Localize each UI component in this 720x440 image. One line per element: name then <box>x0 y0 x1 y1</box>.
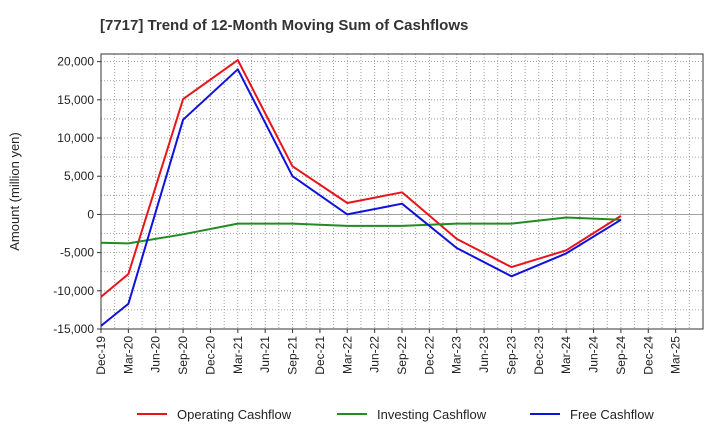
x-tick-label: Dec-20 <box>203 336 217 375</box>
x-tick-label: Dec-22 <box>422 336 436 375</box>
x-tick-label: Sep-22 <box>395 336 409 375</box>
legend-label: Free Cashflow <box>570 407 654 422</box>
x-tick-label: Jun-21 <box>258 336 272 373</box>
x-tick-label: Jun-20 <box>149 336 163 373</box>
grid <box>101 54 703 329</box>
x-tick-label: Mar-20 <box>121 336 135 374</box>
x-tick-label: Dec-24 <box>641 336 655 375</box>
x-tick-label: Jun-24 <box>587 336 601 373</box>
x-tick-label: Mar-25 <box>669 336 683 374</box>
legend: Operating Cashflow Investing Cashflow Free… <box>137 407 654 422</box>
y-tick-label: 5,000 <box>64 169 94 183</box>
y-tick-label: -10,000 <box>53 284 94 298</box>
y-tick-label: 0 <box>87 207 94 221</box>
x-tick-label: Sep-23 <box>504 336 518 375</box>
x-tick-label: Jun-22 <box>368 336 382 373</box>
x-tick-label: Dec-19 <box>94 336 108 375</box>
y-tick-label: 20,000 <box>57 55 94 69</box>
y-axis-ticks: 20,000 15,000 10,000 5,000 0 -5,000 -10,000 -15… <box>53 55 101 336</box>
x-tick-label: Mar-24 <box>559 336 573 374</box>
x-tick-label: Sep-24 <box>614 336 628 375</box>
y-axis-label: Amount (million yen) <box>7 132 22 251</box>
x-tick-label: Dec-21 <box>313 336 327 375</box>
legend-label: Operating Cashflow <box>177 407 292 422</box>
x-tick-label: Mar-22 <box>340 336 354 374</box>
series-lines <box>100 59 622 327</box>
y-tick-label: 15,000 <box>57 93 94 107</box>
x-tick-label: Sep-21 <box>286 336 300 375</box>
x-tick-label: Jun-23 <box>477 336 491 373</box>
chart-title: [7717] Trend of 12-Month Moving Sum of C… <box>100 17 468 34</box>
x-axis-ticks: Dec-19 Mar-20 Jun-20 Sep-20 Dec-20 Mar-21 Jun-… <box>94 329 683 375</box>
y-tick-label: -5,000 <box>60 246 94 260</box>
y-tick-label: 10,000 <box>57 131 94 145</box>
investing-cashflow-line <box>100 216 621 245</box>
x-tick-label: Dec-23 <box>532 336 546 375</box>
legend-label: Investing Cashflow <box>377 407 487 422</box>
x-tick-label: Mar-21 <box>231 336 245 374</box>
free-cashflow-line <box>100 68 622 327</box>
x-tick-label: Mar-23 <box>450 336 464 374</box>
y-tick-label: -15,000 <box>53 322 94 336</box>
operating-cashflow-line <box>100 59 622 298</box>
x-tick-label: Sep-20 <box>176 336 190 375</box>
